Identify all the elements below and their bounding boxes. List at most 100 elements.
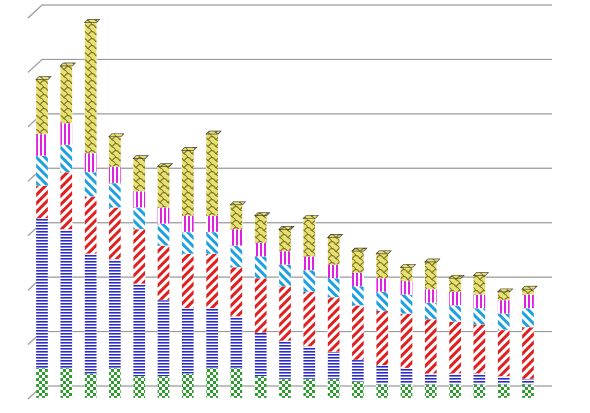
bar-segment (108, 136, 122, 167)
bar-segment (60, 229, 73, 369)
bar-segment (521, 327, 535, 380)
bar-segment (205, 133, 219, 216)
bar-segment (254, 278, 267, 333)
bar-segment (278, 378, 292, 399)
bar-segment (278, 250, 292, 265)
bar-segment (181, 231, 194, 254)
bar-segment (254, 332, 267, 377)
bar-segment (230, 245, 243, 268)
bar-segment (205, 253, 219, 309)
bar-segment (60, 65, 73, 124)
bar-stack (472, 272, 490, 399)
bar-segment (157, 223, 170, 246)
bar-segment (230, 316, 243, 369)
bar-segment (521, 384, 535, 399)
bar-segment (497, 376, 510, 385)
bar-top (156, 163, 174, 167)
bar-segment (303, 256, 316, 271)
bar-segment (327, 297, 340, 352)
bar-stack (132, 155, 149, 399)
bar-segment (133, 229, 146, 284)
bar-segment (351, 286, 365, 306)
bar-segment (133, 283, 146, 377)
bar-segment (157, 166, 170, 208)
bar-stack (399, 264, 417, 399)
bar-segment (60, 144, 73, 173)
bar-segment (448, 305, 462, 322)
bar-top (302, 215, 320, 219)
bar-segment (230, 204, 243, 230)
bar-segment (84, 22, 97, 154)
bar-segment (521, 288, 535, 295)
bar-top (399, 264, 417, 268)
bar-segment (205, 215, 219, 233)
bar-stack (351, 247, 368, 399)
bar-segment (303, 378, 316, 399)
bar-segment (230, 267, 243, 317)
bar-segment (278, 229, 292, 252)
bar-segment (448, 373, 462, 385)
bar-top (448, 274, 465, 279)
bar-segment (400, 280, 413, 295)
bar-top (496, 288, 514, 293)
bar-segment (400, 367, 413, 385)
bar-segment (303, 269, 316, 293)
bar-segment (133, 376, 146, 399)
bar-segment (181, 253, 194, 309)
bar-segment (35, 155, 49, 186)
bar-stack (278, 225, 295, 399)
bar-segment (497, 313, 510, 331)
bar-segment (303, 291, 316, 347)
bar-segment (84, 196, 97, 254)
bar-segment (327, 264, 340, 279)
bar-segment (424, 261, 437, 290)
bar-top (181, 147, 198, 151)
bar-segment (157, 376, 170, 399)
bar-segment (351, 359, 365, 382)
bar-stack (521, 285, 538, 399)
bar-segment (327, 278, 340, 298)
bar-segment (351, 381, 365, 399)
bar-top (59, 62, 77, 67)
bar-segment (84, 152, 97, 173)
bar-segment (278, 286, 292, 341)
bar-segment (35, 79, 49, 135)
bar-segment (424, 318, 437, 374)
bar-segment (157, 207, 170, 224)
bar-stack (496, 288, 514, 399)
bar-segment (254, 256, 267, 279)
bar-stack (35, 76, 52, 399)
bar-segment (108, 182, 122, 208)
bar-segment (473, 373, 486, 385)
bar-segment (181, 308, 194, 374)
bar-segment (133, 158, 146, 192)
bars (35, 19, 538, 399)
bar-segment (497, 384, 510, 399)
bar-segment (181, 150, 194, 216)
bar-segment (60, 171, 73, 230)
bar-segment (254, 215, 267, 244)
bar-segment (108, 259, 122, 369)
bar-segment (473, 294, 486, 309)
bar-segment (473, 384, 486, 399)
bar-segment (133, 207, 146, 230)
bar-segment (35, 367, 49, 399)
bar-segment (448, 384, 462, 399)
bar-segment (376, 365, 389, 385)
bar-top (132, 155, 149, 159)
bar-segment (108, 367, 122, 399)
bar-top (326, 234, 344, 238)
bar-segment (60, 367, 73, 399)
bar-segment (205, 367, 219, 399)
bar-segment (497, 329, 510, 377)
bar-stack (229, 201, 247, 399)
bar-segment (35, 133, 49, 156)
bar-segment (424, 302, 437, 320)
bar-top (108, 133, 125, 138)
bar-segment (376, 384, 389, 399)
bar-segment (448, 278, 462, 293)
bar-segment (230, 229, 243, 246)
bar-segment (521, 308, 535, 328)
bar-segment (205, 308, 219, 369)
